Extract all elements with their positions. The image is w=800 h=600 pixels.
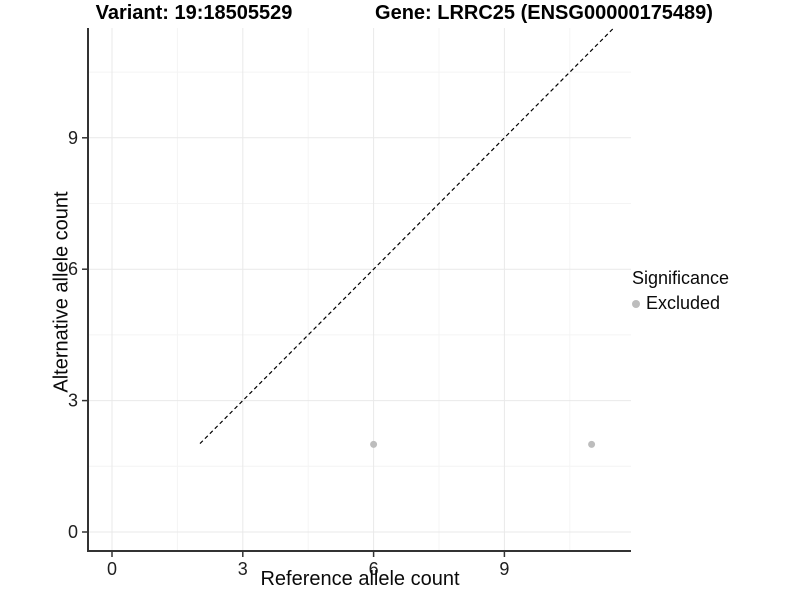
identity-reference-line [199, 27, 615, 445]
y-axis-title: Alternative allele count [50, 191, 73, 393]
x-tick-label: 6 [369, 559, 379, 579]
data-point [370, 440, 378, 448]
legend: Significance Excluded [632, 268, 729, 314]
y-tick-label: 0 [68, 522, 78, 542]
y-tick-label: 3 [68, 391, 78, 411]
x-axis-title: Reference allele count [260, 568, 460, 590]
y-tick-label: 9 [68, 128, 78, 148]
legend-item-label: Excluded [646, 293, 721, 313]
gene-title: Gene: LRRC25 (ENSG00000175489) [375, 2, 713, 24]
x-tick-label: 9 [499, 559, 509, 579]
variant-title: Variant: 19:18505529 [95, 2, 293, 24]
legend-dot-icon [632, 299, 640, 308]
y-tick-label: 6 [68, 259, 78, 279]
legend-title: Significance [632, 268, 730, 288]
x-tick-label: 0 [107, 559, 117, 579]
data-point [588, 440, 596, 448]
legend-item: Excluded [632, 293, 729, 314]
x-tick-label: 3 [238, 559, 248, 579]
